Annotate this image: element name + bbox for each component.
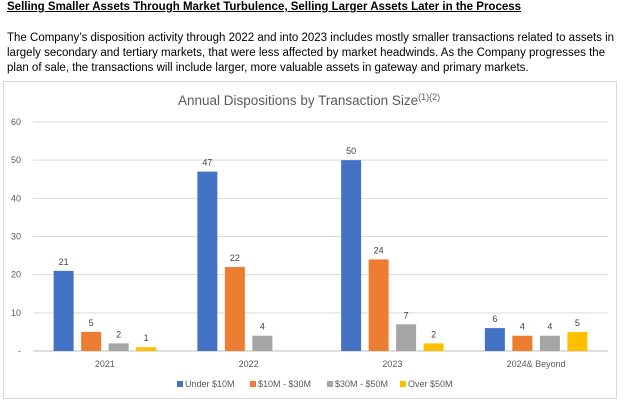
legend-swatch xyxy=(250,381,256,387)
y-tick-label: 30 xyxy=(11,232,21,242)
bar xyxy=(484,328,505,351)
y-tick-label: - xyxy=(18,346,21,356)
data-label: 47 xyxy=(202,158,212,168)
legend-swatch xyxy=(177,381,183,387)
bar xyxy=(396,324,417,351)
legend-swatch xyxy=(400,381,406,387)
x-tick-label: 2022 xyxy=(239,359,259,369)
bar xyxy=(224,267,245,351)
page-heading: Selling Smaller Assets Through Market Tu… xyxy=(7,1,522,13)
y-tick-label: 20 xyxy=(11,270,21,280)
legend-label: $30M - $50M xyxy=(335,379,388,389)
bar xyxy=(567,331,588,351)
bar xyxy=(81,331,102,351)
gridlines xyxy=(33,121,608,352)
intro-paragraph: The Company’s disposition activity throu… xyxy=(7,32,615,74)
bar xyxy=(423,343,444,351)
bar xyxy=(252,335,273,351)
data-label: 4 xyxy=(547,322,552,332)
x-tick-label: 2024& Beyond xyxy=(507,359,566,369)
bar xyxy=(108,343,129,351)
data-label: 50 xyxy=(346,146,356,156)
legend-label: Over $50M xyxy=(408,379,453,389)
data-label: 24 xyxy=(374,245,384,255)
bar xyxy=(53,270,74,351)
chart-title: Annual Dispositions by Transaction Size(… xyxy=(178,92,440,108)
data-label: 22 xyxy=(230,253,240,263)
legend: Under $10M $10M - $30M $30M - $50M Over $50… xyxy=(177,379,453,389)
bars xyxy=(53,160,588,351)
legend-label: Under $10M xyxy=(185,379,235,389)
data-label: 4 xyxy=(260,322,265,332)
data-label: 6 xyxy=(492,314,497,324)
legend-swatch xyxy=(327,381,333,387)
data-label: 2 xyxy=(116,329,121,339)
bar xyxy=(197,171,218,351)
y-tick-label: 40 xyxy=(11,193,21,203)
x-tick-label: 2023 xyxy=(382,359,402,369)
bar xyxy=(136,347,157,351)
x-tick-label: 2021 xyxy=(95,359,115,369)
chart-frame xyxy=(3,81,617,399)
bar xyxy=(539,335,560,351)
data-label: 1 xyxy=(144,333,149,343)
bar xyxy=(368,259,389,351)
data-label: 5 xyxy=(89,318,94,328)
data-label: 7 xyxy=(404,310,409,320)
legend-label: $10M - $30M xyxy=(258,379,311,389)
x-axis-ticks: 2021 2022 2023 2024& Beyond xyxy=(95,359,566,369)
bar xyxy=(512,335,533,351)
y-axis-ticks: - 10 20 30 40 50 60 xyxy=(11,117,21,356)
data-label: 21 xyxy=(59,257,69,267)
y-tick-label: 60 xyxy=(11,117,21,127)
data-label: 4 xyxy=(520,322,525,332)
data-label: 5 xyxy=(575,318,580,328)
data-label: 2 xyxy=(431,329,436,339)
y-tick-label: 10 xyxy=(11,308,21,318)
y-tick-label: 50 xyxy=(11,155,21,165)
bar xyxy=(341,160,362,351)
